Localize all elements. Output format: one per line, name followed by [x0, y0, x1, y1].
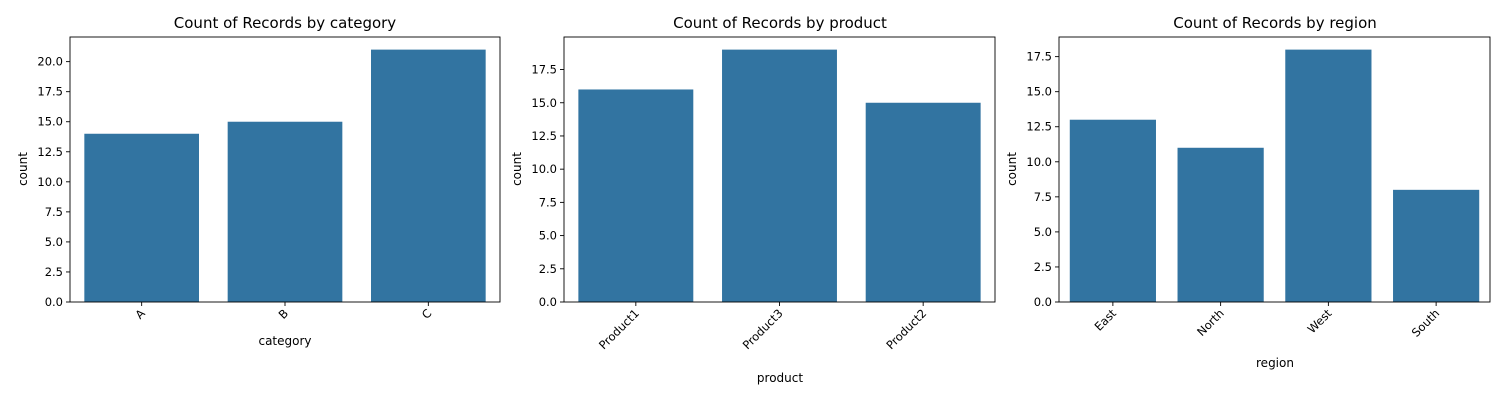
bar-b	[227, 121, 343, 302]
chart-panel-region: Count of Records by region count region …	[1005, 14, 1491, 370]
y-tick-label: 15.0	[37, 115, 63, 129]
x-tick-label: East	[1092, 306, 1120, 334]
chart-title: Count of Records by product	[673, 14, 887, 32]
y-tick-label: 0.0	[1034, 295, 1052, 309]
y-axis-label: count	[16, 152, 30, 186]
y-tick-label: 17.5	[37, 85, 63, 99]
y-tick-label: 15.0	[1026, 85, 1052, 99]
bar-west	[1285, 49, 1372, 303]
axes-frame	[69, 36, 501, 303]
axes-frame	[1058, 36, 1491, 303]
y-tick-label: 5.0	[1034, 225, 1052, 239]
y-tick-label: 7.5	[539, 195, 557, 209]
x-tick-label: Product2	[883, 306, 929, 352]
y-tick-label: 17.5	[1026, 50, 1052, 64]
bar-north	[1177, 147, 1264, 302]
bar-product3	[722, 49, 837, 303]
axes-frame	[563, 36, 996, 303]
y-tick-label: 17.5	[531, 63, 557, 77]
x-axis-label: region	[1256, 356, 1294, 370]
y-tick-label: 5.0	[45, 235, 63, 249]
bar-product1	[578, 89, 694, 302]
y-tick-label: 15.0	[531, 96, 557, 110]
x-tick-label: West	[1305, 306, 1335, 336]
x-tick-label: North	[1194, 306, 1227, 339]
y-tick-label: 2.5	[539, 262, 557, 276]
chart-panel-category: Count of Records by category count categ…	[16, 14, 501, 348]
bar-product2	[865, 102, 981, 302]
y-tick-label: 10.0	[1026, 155, 1052, 169]
y-tick-label: 5.0	[539, 229, 557, 243]
x-tick-label: Product3	[740, 306, 786, 352]
chart-title: Count of Records by region	[1173, 14, 1377, 32]
y-tick-label: 12.5	[1026, 120, 1052, 134]
bar-east	[1069, 119, 1156, 302]
y-tick-label: 20.0	[37, 55, 63, 69]
y-tick-label: 12.5	[531, 129, 557, 143]
y-tick-label: 7.5	[1034, 190, 1052, 204]
y-tick-label: 7.5	[45, 205, 63, 219]
chart-panel-product: Count of Records by product count produc…	[510, 14, 996, 385]
x-tick-label: A	[132, 306, 148, 322]
x-axis-label: product	[757, 371, 803, 385]
x-axis-label: category	[258, 334, 311, 348]
y-tick-label: 12.5	[37, 145, 63, 159]
y-tick-label: 10.0	[531, 162, 557, 176]
y-tick-label: 2.5	[45, 265, 63, 279]
x-tick-label: B	[276, 306, 292, 322]
x-tick-label: C	[419, 306, 435, 322]
y-axis-label: count	[510, 152, 524, 186]
y-axis-label: count	[1005, 152, 1019, 186]
bar-a	[84, 133, 199, 302]
y-tick-label: 10.0	[37, 175, 63, 189]
y-tick-label: 0.0	[539, 295, 557, 309]
bar-south	[1393, 189, 1480, 302]
chart-title: Count of Records by category	[174, 14, 397, 32]
x-tick-label: South	[1409, 306, 1443, 340]
bar-c	[371, 49, 486, 303]
y-tick-label: 0.0	[45, 295, 63, 309]
x-tick-label: Product1	[596, 306, 642, 352]
y-tick-label: 2.5	[1034, 260, 1052, 274]
